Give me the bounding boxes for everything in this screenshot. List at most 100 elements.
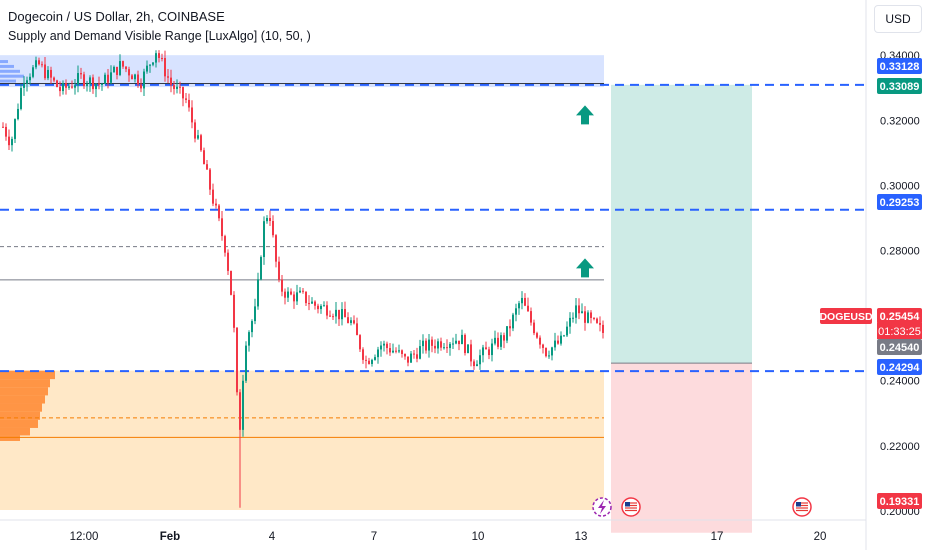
currency-button[interactable]: USD <box>874 5 922 33</box>
demand-profile-bar <box>0 379 50 388</box>
candle <box>74 78 76 95</box>
svg-text:0.19331: 0.19331 <box>880 496 920 508</box>
demand-zone <box>0 370 604 510</box>
candle <box>311 297 313 304</box>
x-tick-label: 20 <box>814 531 827 543</box>
candle <box>416 347 418 363</box>
x-tick-label: 7 <box>371 531 377 543</box>
candle <box>287 287 289 302</box>
demand-profile-bar <box>0 435 20 441</box>
candle <box>290 288 292 296</box>
candle <box>83 71 85 89</box>
candle <box>224 234 226 257</box>
y-tick-label: 0.28000 <box>880 246 920 258</box>
candle <box>179 81 181 94</box>
candle <box>371 358 373 367</box>
candle <box>164 50 166 82</box>
candle <box>446 339 448 354</box>
candle <box>197 129 199 140</box>
candle <box>458 340 460 351</box>
candle <box>71 80 73 89</box>
price-tag: 0.29253 <box>877 194 922 210</box>
candle <box>494 330 496 346</box>
candle <box>326 301 328 320</box>
candle <box>176 79 178 94</box>
candle <box>11 136 13 152</box>
candle <box>530 307 532 326</box>
candle <box>140 78 142 93</box>
candle <box>383 340 385 352</box>
us-flag-event-icon[interactable] <box>792 497 812 517</box>
candle <box>209 168 211 195</box>
chart-title: Dogecoin / US Dollar, 2h, COINBASE <box>8 9 225 24</box>
profit-target-zone[interactable] <box>611 84 752 364</box>
candle <box>263 216 265 265</box>
candle <box>191 100 193 129</box>
demand-profile-bar <box>0 387 48 396</box>
demand-profile-bar <box>0 370 55 380</box>
candle <box>182 86 184 107</box>
candle <box>221 211 223 241</box>
candle <box>452 337 454 350</box>
candle <box>299 287 301 294</box>
candle <box>206 159 208 170</box>
indicator-label[interactable]: Supply and Demand Visible Range [LuxAlgo… <box>8 29 311 43</box>
candle <box>332 313 334 320</box>
supply-profile-bar <box>0 60 8 64</box>
us-flag-event-icon[interactable] <box>621 497 641 517</box>
candle <box>275 234 277 268</box>
x-tick-label: 10 <box>472 531 485 543</box>
candle <box>284 288 286 305</box>
candle <box>32 65 34 79</box>
buy-arrow-icon <box>576 258 594 278</box>
candle <box>581 303 583 314</box>
candle <box>410 350 412 363</box>
candle <box>185 93 187 104</box>
candle <box>239 389 241 508</box>
candle <box>443 342 445 350</box>
candle <box>257 272 259 310</box>
candle <box>353 315 355 325</box>
x-tick-label: Feb <box>160 531 180 543</box>
candle <box>491 338 493 362</box>
demand-profile-bar <box>0 427 30 436</box>
candle <box>80 67 82 79</box>
supply-profile-bar <box>0 64 14 68</box>
candle <box>455 333 457 345</box>
candle <box>389 343 391 356</box>
candle <box>230 270 232 296</box>
candle <box>233 291 235 333</box>
candle <box>119 54 121 77</box>
candle <box>437 338 439 354</box>
candle <box>440 337 442 351</box>
demand-profile-bar <box>0 395 45 404</box>
demand-profile-bar <box>0 403 42 412</box>
candle <box>509 319 511 337</box>
lightning-event-icon[interactable] <box>592 497 612 517</box>
candle <box>53 76 55 83</box>
candle <box>329 310 331 317</box>
candle <box>38 57 40 66</box>
candle <box>56 79 58 88</box>
svg-text:0.29253: 0.29253 <box>880 197 920 209</box>
candle <box>404 353 406 360</box>
candle <box>113 65 115 73</box>
candle <box>347 312 349 324</box>
candle <box>101 82 103 91</box>
candle <box>473 359 475 370</box>
candle <box>215 198 217 209</box>
candle <box>23 76 25 96</box>
candle <box>431 336 433 353</box>
candle <box>569 312 571 334</box>
candle <box>515 303 517 322</box>
candle <box>503 332 505 349</box>
candle <box>518 300 520 315</box>
candle <box>341 302 343 326</box>
price-tag: 0.24294 <box>877 359 922 375</box>
candle <box>434 339 436 354</box>
candle <box>422 334 424 354</box>
candle <box>143 68 145 96</box>
candle <box>407 356 409 367</box>
x-tick-label: 12:00 <box>70 531 99 543</box>
